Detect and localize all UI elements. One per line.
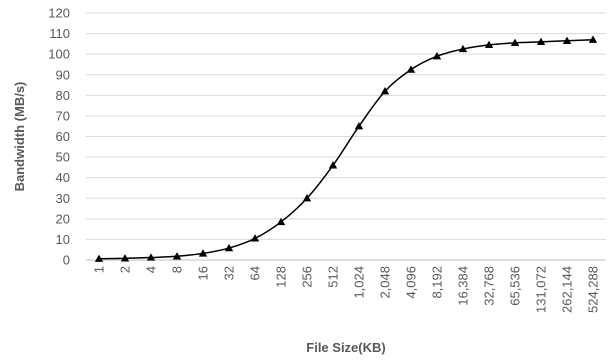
y-tick-label: 40: [56, 170, 70, 185]
y-tick-label: 30: [56, 191, 70, 206]
data-point-marker: [406, 65, 416, 73]
data-point-marker: [380, 87, 390, 95]
data-point-marker: [224, 243, 234, 252]
y-tick-label: 50: [56, 150, 70, 165]
y-tick-label: 10: [56, 232, 70, 247]
x-tick-label: 4: [144, 266, 159, 273]
x-axis-title: File Size(KB): [306, 340, 385, 355]
y-tick-label: 20: [56, 211, 70, 226]
x-tick-label: 16: [196, 266, 211, 280]
x-tick-label: 8,192: [430, 266, 445, 299]
data-point-marker: [94, 254, 104, 262]
data-point-marker: [432, 52, 442, 60]
x-tick-label: 524,288: [586, 266, 601, 313]
x-tick-label: 256: [300, 266, 315, 288]
y-tick-label: 110: [49, 26, 70, 41]
x-tick-label: 65,536: [508, 266, 523, 306]
data-point-marker: [250, 234, 260, 242]
x-tick-label: 32: [222, 266, 237, 280]
series-line: [98, 39, 594, 260]
x-tick-label: 32,768: [482, 266, 497, 306]
x-tick-label: 128: [274, 266, 289, 288]
x-tick-label: 1: [92, 266, 107, 273]
data-point-marker: [198, 249, 208, 257]
x-tick-label: 1,024: [352, 266, 367, 299]
data-point-marker: [536, 37, 546, 45]
y-tick-label: 80: [56, 88, 70, 103]
series-bandwidth: [94, 35, 598, 262]
data-point-marker: [120, 254, 130, 262]
y-axis-title: Bandwidth (MB/s): [12, 82, 27, 192]
data-point-marker: [172, 252, 182, 260]
y-axis-ticks: 0 10 20 30 40 50 60 70 80 90 100 110 120: [48, 6, 70, 268]
x-tick-label: 2: [118, 266, 133, 273]
y-tick-label: 120: [48, 6, 70, 21]
y-tick-label: 100: [48, 47, 70, 62]
data-point-marker: [276, 217, 286, 226]
y-tick-label: 60: [56, 129, 70, 144]
data-point-marker: [302, 194, 312, 202]
data-point-marker: [458, 44, 468, 53]
data-point-marker: [484, 40, 494, 49]
x-tick-label: 8: [170, 266, 185, 273]
gridlines: [86, 12, 606, 261]
x-tick-label: 512: [326, 266, 341, 288]
data-point-marker: [588, 35, 598, 43]
x-tick-label: 4,096: [404, 266, 419, 299]
x-axis-ticks: 1 2 4 8 16 32 64 128 256 512 1,024 2,048 4,096 8,192 1…: [92, 266, 601, 313]
data-point-marker: [510, 38, 520, 46]
x-tick-label: 2,048: [378, 266, 393, 299]
x-tick-label: 16,384: [456, 266, 471, 306]
data-point-marker: [146, 253, 156, 261]
x-tick-label: 64: [248, 266, 263, 280]
y-tick-label: 70: [56, 108, 70, 123]
data-point-marker: [354, 122, 364, 130]
y-tick-label: 0: [63, 253, 70, 268]
data-point-marker: [328, 161, 338, 169]
x-tick-label: 131,072: [534, 266, 549, 313]
y-tick-label: 90: [56, 67, 70, 82]
data-point-marker: [562, 36, 572, 44]
x-tick-label: 262,144: [560, 266, 575, 313]
